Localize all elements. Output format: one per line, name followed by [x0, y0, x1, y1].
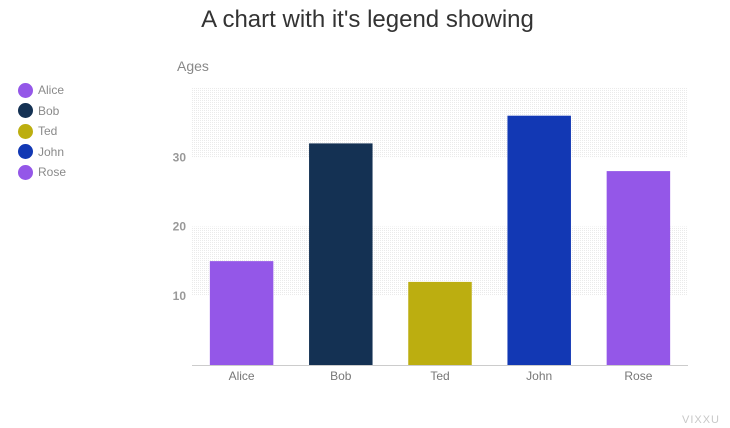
legend-item-rose[interactable]: Rose — [18, 162, 66, 183]
legend-item-bob[interactable]: Bob — [18, 101, 66, 122]
legend: Alice Bob Ted John Rose — [18, 80, 66, 183]
legend-item-alice[interactable]: Alice — [18, 80, 66, 101]
legend-label: Alice — [38, 83, 65, 98]
legend-swatch — [18, 103, 33, 119]
watermark: VIXXU — [681, 414, 720, 426]
y-tick-label: 20 — [173, 220, 187, 234]
grid-band — [192, 88, 688, 158]
x-tick-label: Bob — [330, 369, 352, 383]
legend-label: Ted — [38, 124, 58, 139]
x-tick-label: Ted — [430, 369, 449, 383]
y-axis-label: Ages — [177, 58, 209, 74]
legend-swatch — [18, 164, 33, 180]
x-tick-label: Rose — [624, 369, 652, 383]
bar-rose — [606, 171, 671, 365]
legend-swatch — [18, 123, 33, 139]
bar-bob — [309, 143, 373, 365]
legend-swatch — [18, 144, 33, 160]
y-tick-label: 10 — [173, 289, 187, 303]
bar-alice — [209, 261, 274, 365]
x-tick-label: John — [526, 369, 552, 383]
x-tick-label: Alice — [229, 369, 255, 383]
legend-label: Rose — [38, 165, 67, 180]
legend-label: John — [38, 144, 65, 159]
legend-item-john[interactable]: John — [18, 142, 66, 163]
bar-john — [507, 115, 571, 365]
bar-ted — [408, 281, 472, 365]
chart-title: A chart with it's legend showing — [201, 6, 534, 33]
legend-swatch — [18, 82, 33, 98]
legend-item-ted[interactable]: Ted — [18, 121, 66, 142]
y-tick-label: 30 — [173, 150, 187, 164]
legend-label: Bob — [38, 103, 60, 118]
